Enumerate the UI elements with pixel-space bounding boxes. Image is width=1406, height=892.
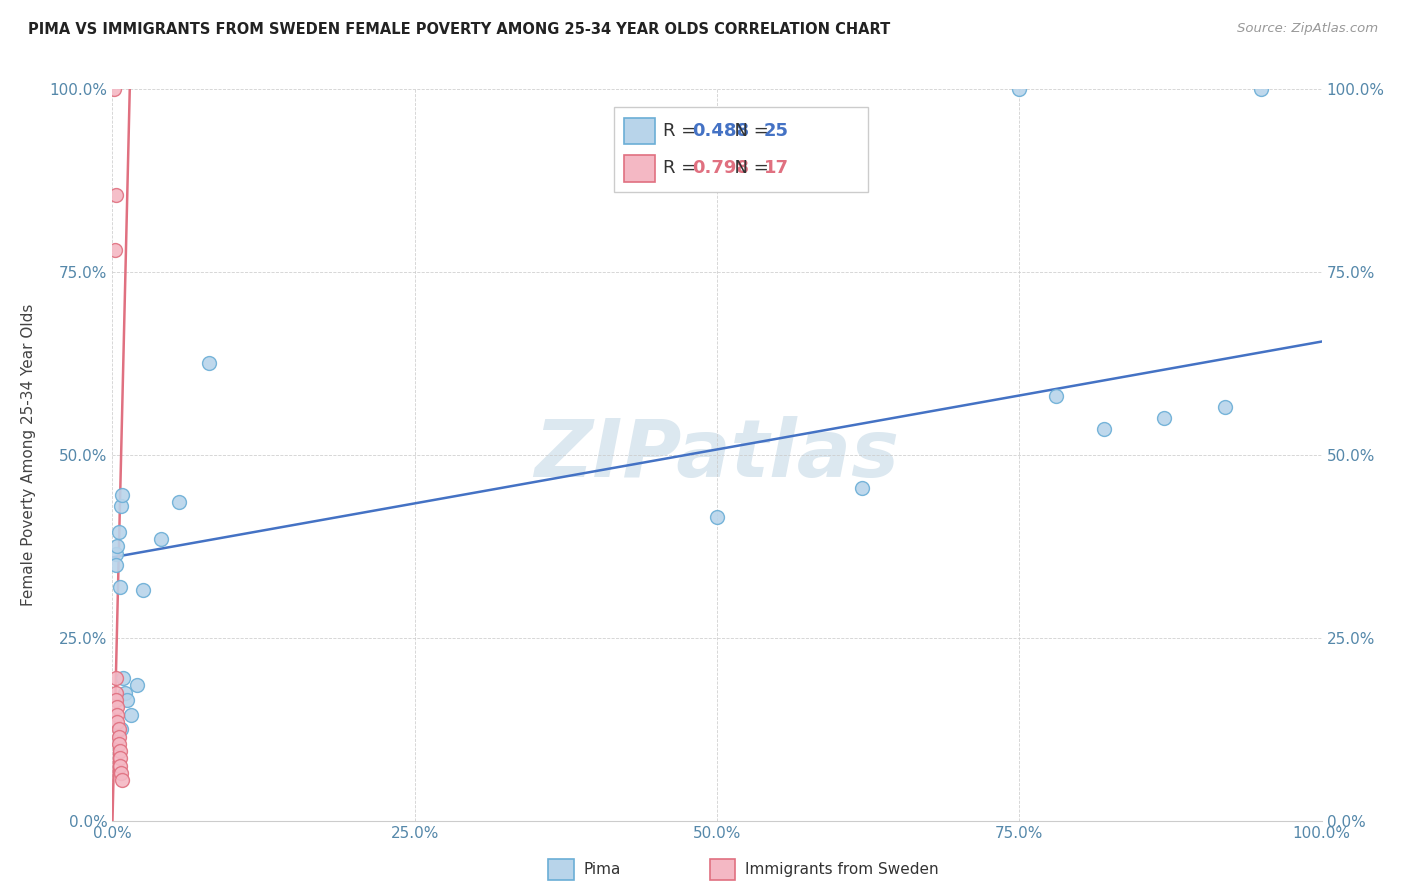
- Point: [105, 547, 128, 561]
- Point: [107, 730, 129, 744]
- Point: [105, 700, 128, 714]
- Point: [120, 707, 142, 722]
- Point: [198, 356, 221, 371]
- Point: [108, 758, 131, 772]
- Point: [104, 243, 127, 257]
- Text: 0.798: 0.798: [692, 159, 749, 177]
- Point: [167, 495, 190, 509]
- Point: [149, 532, 172, 546]
- Point: [125, 678, 148, 692]
- Point: [108, 751, 131, 765]
- Point: [107, 737, 129, 751]
- Text: 17: 17: [763, 159, 789, 177]
- Point: [105, 539, 128, 553]
- Text: N =: N =: [724, 122, 775, 140]
- Text: R =: R =: [662, 122, 702, 140]
- Point: [1153, 411, 1175, 425]
- Point: [110, 766, 132, 780]
- Point: [1008, 82, 1031, 96]
- Point: [105, 707, 128, 722]
- Point: [1092, 422, 1115, 436]
- Point: [114, 686, 136, 700]
- Point: [1213, 401, 1236, 415]
- Text: 25: 25: [763, 122, 789, 140]
- Point: [112, 671, 135, 685]
- Point: [1250, 82, 1272, 96]
- Point: [115, 693, 138, 707]
- Point: [108, 580, 131, 594]
- Text: Pima: Pima: [583, 863, 621, 877]
- Point: [1045, 389, 1067, 403]
- Point: [851, 481, 873, 495]
- Point: [706, 510, 728, 524]
- Point: [105, 693, 128, 707]
- Text: ZIPatlas: ZIPatlas: [534, 416, 900, 494]
- Point: [107, 524, 129, 539]
- Point: [108, 744, 131, 758]
- Point: [105, 188, 128, 202]
- Point: [111, 488, 134, 502]
- Text: PIMA VS IMMIGRANTS FROM SWEDEN FEMALE POVERTY AMONG 25-34 YEAR OLDS CORRELATION : PIMA VS IMMIGRANTS FROM SWEDEN FEMALE PO…: [28, 22, 890, 37]
- Point: [105, 558, 128, 572]
- Point: [105, 714, 128, 729]
- Point: [110, 499, 132, 513]
- Point: [132, 583, 155, 598]
- Point: [105, 671, 128, 685]
- Point: [107, 723, 129, 737]
- Point: [103, 82, 125, 96]
- Text: R =: R =: [662, 159, 702, 177]
- Point: [110, 723, 132, 737]
- Point: [105, 686, 128, 700]
- Y-axis label: Female Poverty Among 25-34 Year Olds: Female Poverty Among 25-34 Year Olds: [21, 304, 35, 606]
- Text: Immigrants from Sweden: Immigrants from Sweden: [745, 863, 939, 877]
- Point: [111, 773, 134, 788]
- Text: N =: N =: [724, 159, 775, 177]
- Text: 0.488: 0.488: [692, 122, 749, 140]
- Text: Source: ZipAtlas.com: Source: ZipAtlas.com: [1237, 22, 1378, 36]
